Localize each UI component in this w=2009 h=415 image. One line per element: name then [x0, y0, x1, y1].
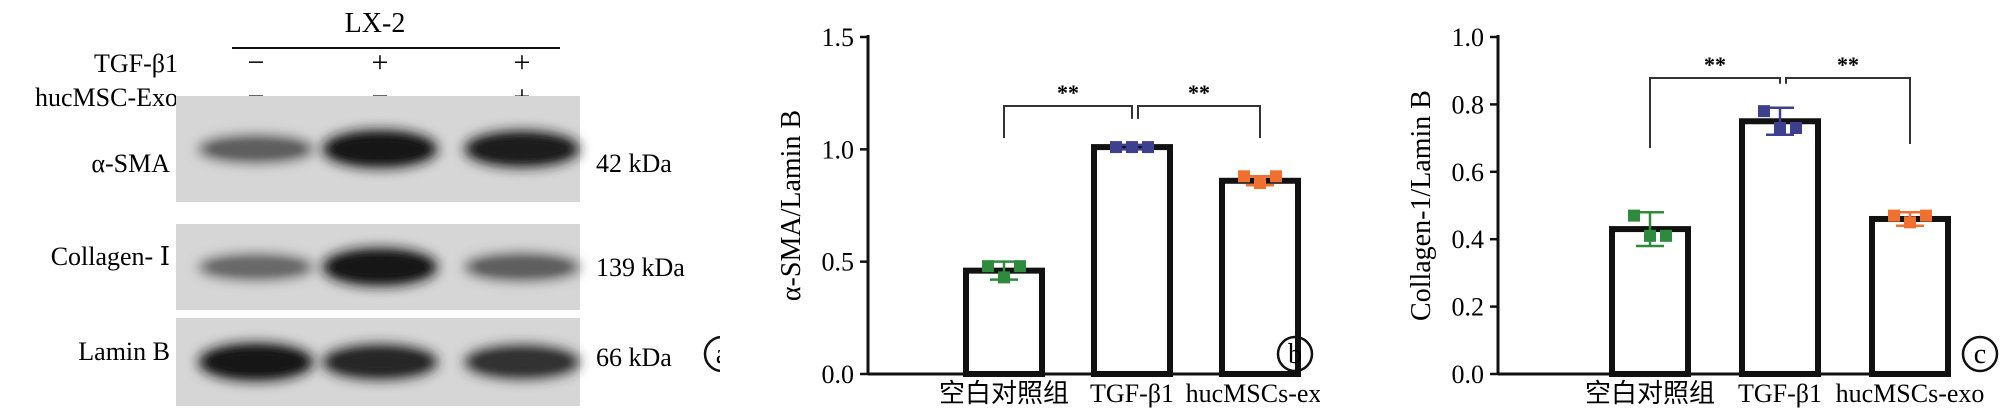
- blot-band-core: [210, 351, 302, 373]
- x-tick-label: 空白对照组: [939, 379, 1069, 408]
- blot-band-core: [334, 138, 426, 160]
- x-tick-label: TGF-β1: [1090, 379, 1174, 408]
- x-tick-label: 空白对照组: [1585, 379, 1715, 408]
- panel-letter-circle: [1961, 335, 1999, 373]
- data-point: [1790, 121, 1802, 134]
- blot-band-core: [210, 141, 302, 157]
- blot-band-core: [476, 259, 568, 275]
- panel-letter: b: [1288, 339, 1302, 370]
- data-point: [1126, 141, 1138, 154]
- chart-asma: 0.0 0.5 1.0 1.5 α-SMA/Lamin B 空白对照组 TGF-β1 hucM…: [776, 23, 1334, 408]
- data-point: [1628, 209, 1640, 222]
- data-point: [1758, 105, 1770, 118]
- y-axis-label: Collagen-1/Lamin B: [1406, 90, 1437, 321]
- data-point: [1270, 170, 1282, 183]
- blot-band-core: [476, 138, 568, 160]
- significance-bracket: [1137, 105, 1261, 138]
- bar: [1869, 215, 1951, 377]
- y-tick-label: 0.4: [1452, 225, 1485, 254]
- blot-band-core: [334, 352, 426, 372]
- x-tick-label: hucMSCs-exo: [1186, 379, 1320, 408]
- data-point: [1774, 121, 1786, 134]
- blot-band-core: [210, 260, 302, 274]
- data-point: [1110, 141, 1122, 154]
- data-point: [1238, 170, 1250, 183]
- panel-a: LX-2 TGF-β1 hucMSC-Exo − + + − − + α-SMA…: [0, 0, 741, 410]
- y-axis-label: α-SMA/Lamin B: [776, 110, 807, 301]
- data-point: [1888, 209, 1900, 222]
- data-point: [1014, 260, 1026, 273]
- data-point: [982, 260, 994, 273]
- data-point: [998, 271, 1010, 284]
- y-tick-label: 0.0: [822, 360, 855, 389]
- significance-label: **: [1188, 80, 1210, 105]
- significance-bracket: [1785, 77, 1911, 144]
- treatment-sign: −: [248, 46, 265, 79]
- bar: [1739, 118, 1821, 377]
- data-point: [1142, 141, 1154, 154]
- data-point: [1920, 209, 1932, 222]
- data-point: [1254, 177, 1266, 190]
- kda-label-asma: 42 kDa: [596, 149, 672, 178]
- y-tick-label: 0.6: [1452, 158, 1485, 187]
- blot-band-core: [334, 256, 426, 278]
- blot-strips: [176, 96, 580, 406]
- x-tick-label: hucMSCs-exo: [1836, 379, 1985, 408]
- significance-label: **: [1837, 52, 1859, 77]
- row-label-exo: hucMSC-Exo: [35, 83, 178, 112]
- y-tick-label: 1.5: [822, 23, 855, 52]
- bar: [963, 267, 1045, 377]
- blot-band-core: [476, 352, 568, 372]
- significance-label: **: [1704, 52, 1726, 77]
- blot-label-asma: α-SMA: [91, 149, 170, 178]
- treatment-sign: +: [514, 46, 531, 79]
- chart-collagen: 0.0 0.2 0.4 0.6 0.8 1.0 Collagen-1/Lamin B 空白对照…: [1406, 23, 1999, 408]
- significance-bracket: [1003, 105, 1133, 138]
- kda-label-laminb: 66 kDa: [596, 343, 672, 372]
- kda-label-collagen: 139 kDa: [596, 253, 685, 282]
- y-tick-label: 0.5: [822, 248, 855, 277]
- y-tick-label: 0.8: [1452, 90, 1485, 119]
- significance-label: **: [1057, 80, 1079, 105]
- panel-letter: a: [716, 339, 720, 370]
- data-point: [1644, 229, 1656, 242]
- western-blot-figure: LX-2 TGF-β1 hucMSC-Exo − + + − − + α-SMA…: [35, 8, 741, 406]
- bar: [1091, 144, 1173, 377]
- bar: [1219, 177, 1301, 377]
- data-point: [1660, 229, 1672, 242]
- blot-label-laminb: Lamin B: [78, 337, 170, 366]
- panel-c: 0.0 0.2 0.4 0.6 0.8 1.0 Collagen-1/Lamin B 空白对照…: [1390, 0, 2009, 410]
- treatment-sign: +: [372, 46, 389, 79]
- panel-letter-circle: [1276, 335, 1314, 373]
- y-tick-label: 1.0: [1452, 23, 1485, 52]
- row-label-tgf: TGF-β1: [94, 49, 178, 78]
- cell-line-title: LX-2: [345, 8, 406, 39]
- x-tick-label: TGF-β1: [1738, 379, 1822, 408]
- y-tick-label: 1.0: [822, 135, 855, 164]
- y-tick-label: 0.0: [1452, 360, 1485, 389]
- panel-letter: c: [1974, 339, 1986, 370]
- blot-label-collagen: Collagen- Ⅰ: [51, 242, 170, 271]
- panel-b: 0.0 0.5 1.0 1.5 α-SMA/Lamin B 空白对照组 TGF-β1 hucM…: [760, 0, 1334, 410]
- y-tick-label: 0.2: [1452, 293, 1485, 322]
- bar: [1609, 226, 1691, 377]
- significance-bracket: [1649, 77, 1781, 148]
- data-point: [1904, 216, 1916, 229]
